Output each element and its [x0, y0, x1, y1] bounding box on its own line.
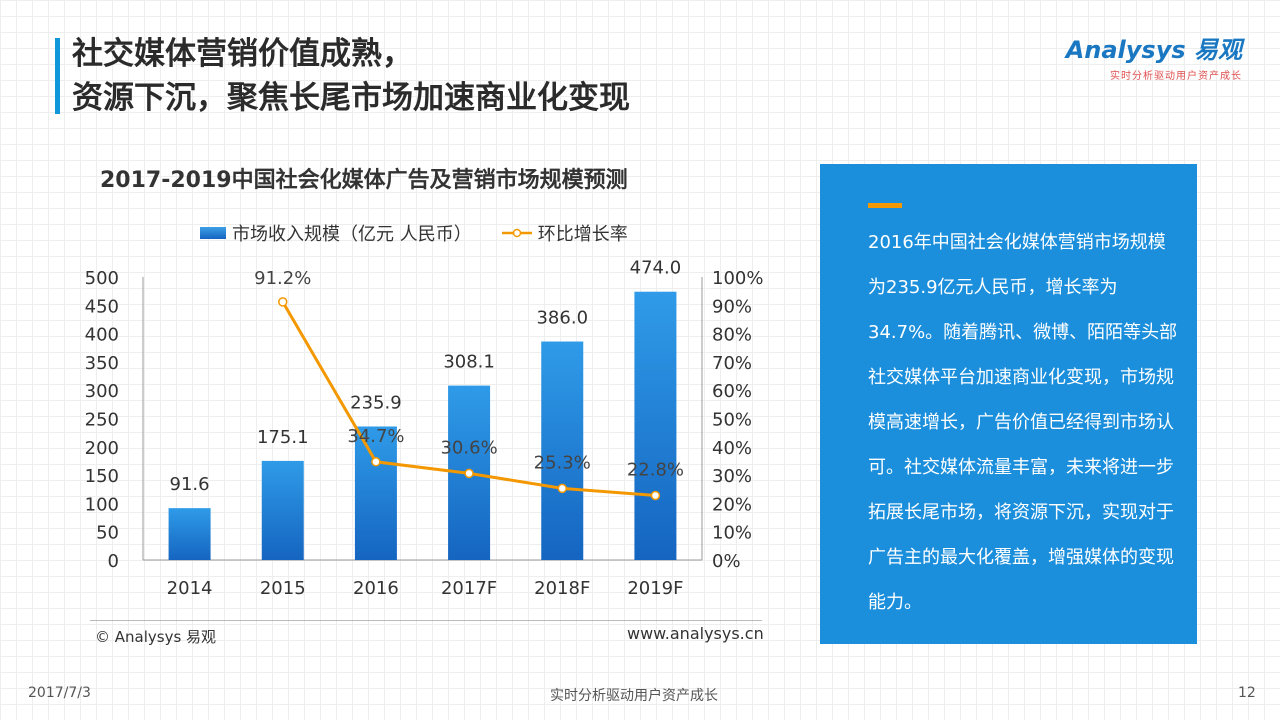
logo-tagline: 实时分析驱动用户资产成长 — [1110, 71, 1242, 82]
y-right-tick-label: 0% — [712, 551, 741, 572]
x-tick-label: 2019F — [627, 578, 683, 599]
title-accent-bar — [55, 38, 60, 114]
growth-point — [371, 457, 381, 467]
growth-value-label: 34.7% — [347, 426, 404, 447]
footer-date: 2017/7/3 — [28, 685, 91, 701]
y-right-tick-label: 10% — [712, 523, 752, 544]
x-tick-label: 2017F — [441, 578, 497, 599]
bar — [354, 426, 397, 560]
y-right-tick-label: 20% — [712, 494, 752, 515]
y-left-tick-label: 400 — [85, 325, 119, 346]
legend-label-revenue: 市场收入规模（亿元 人民币） — [232, 224, 472, 245]
legend-item-revenue: 市场收入规模（亿元 人民币） — [200, 220, 472, 246]
bar — [168, 508, 211, 560]
bar — [541, 341, 584, 560]
growth-value-label: 30.6% — [440, 437, 497, 458]
y-right-tick-label: 90% — [712, 296, 752, 317]
chart-title: 2017-2019中国社会化媒体广告及营销市场规模预测 — [100, 168, 628, 193]
website-link[interactable]: www.analysys.cn — [627, 624, 764, 643]
y-right-tick-label: 70% — [712, 353, 752, 374]
y-right-tick-label: 30% — [712, 466, 752, 487]
y-left-tick-label: 50 — [96, 523, 119, 544]
bar-value-label: 91.6 — [170, 474, 210, 495]
growth-value-label: 91.2% — [254, 268, 311, 289]
legend-label-growth: 环比增长率 — [537, 224, 628, 245]
x-tick-label: 2014 — [167, 578, 213, 599]
growth-point — [464, 468, 474, 479]
y-left-tick-label: 100 — [85, 494, 119, 515]
bar — [261, 460, 304, 560]
page-title-line1: 社交媒体营销价值成熟， — [72, 36, 413, 72]
growth-point — [650, 490, 661, 501]
footer-tagline: 实时分析驱动用户资产成长 — [550, 688, 718, 704]
summary-panel: 2016年中国社会化媒体营销市场规模为235.9亿元人民币，增长率为34.7%。… — [820, 164, 1197, 644]
y-left-tick-label: 250 — [85, 410, 119, 431]
y-left-tick-label: 200 — [85, 438, 119, 459]
y-left-tick-label: 150 — [85, 466, 119, 487]
growth-value-label: 25.3% — [534, 452, 591, 473]
chart-legend: 市场收入规模（亿元 人民币） 环比增长率 — [200, 220, 628, 246]
page-title: 社交媒体营销价值成熟， 资源下沉，聚焦长尾市场加速商业化变现 — [72, 32, 630, 120]
logo-name: Analysys 易观 — [1065, 36, 1242, 64]
legend-line-swatch — [501, 228, 532, 238]
legend-bar-swatch — [200, 227, 226, 239]
bar-value-label: 474.0 — [630, 258, 682, 279]
y-right-tick-label: 40% — [712, 438, 752, 459]
x-tick-label: 2015 — [260, 578, 306, 599]
growth-point — [278, 297, 288, 307]
y-left-tick-label: 450 — [85, 296, 119, 317]
panel-accent-bar — [868, 203, 902, 208]
y-right-tick-label: 50% — [712, 410, 752, 431]
page-title-line2: 资源下沉，聚焦长尾市场加速商业化变现 — [72, 80, 630, 116]
y-left-tick-label: 350 — [85, 353, 119, 374]
y-left-tick-label: 0 — [108, 551, 119, 572]
y-right-tick-label: 80% — [712, 325, 752, 346]
source-divider — [90, 620, 762, 621]
x-tick-label: 2016 — [353, 578, 399, 599]
copyright-text: © Analysys 易观 — [95, 628, 217, 646]
legend-item-growth: 环比增长率 — [501, 220, 628, 246]
bar — [634, 291, 677, 560]
brand-logo: Analysys 易观 实时分析驱动用户资产成长 — [1066, 30, 1242, 82]
y-right-tick-label: 60% — [712, 381, 752, 402]
growth-point — [557, 483, 567, 494]
y-left-tick-label: 300 — [85, 381, 119, 402]
x-tick-label: 2018F — [534, 578, 590, 599]
page-number: 12 — [1238, 685, 1256, 701]
growth-value-label: 22.8% — [627, 459, 684, 480]
bar-value-label: 235.9 — [350, 392, 402, 413]
bar-value-label: 308.1 — [443, 352, 495, 373]
panel-text: 2016年中国社会化媒体营销市场规模为235.9亿元人民币，增长率为34.7%。… — [868, 232, 1178, 613]
y-right-tick-label: 100% — [712, 268, 763, 289]
bar-value-label: 386.0 — [536, 308, 588, 329]
bar-value-label: 175.1 — [257, 427, 309, 448]
y-left-tick-label: 500 — [85, 268, 119, 289]
